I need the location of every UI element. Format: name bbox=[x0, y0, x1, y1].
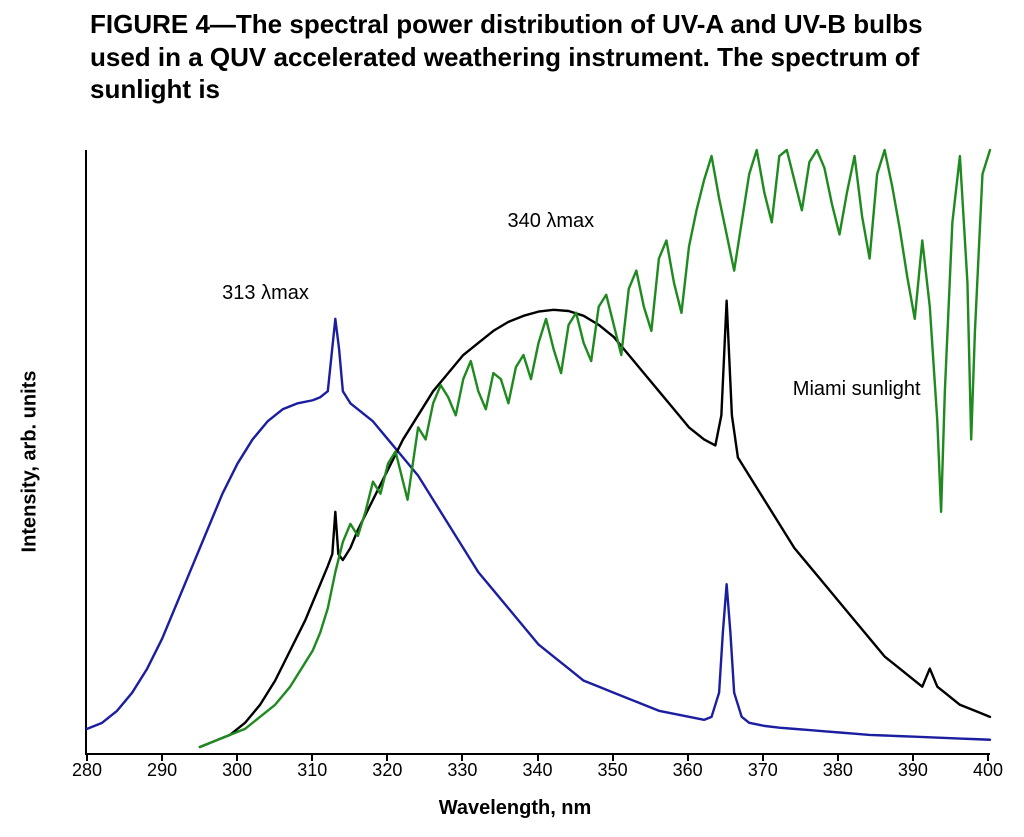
xtick-label: 310 bbox=[297, 760, 327, 781]
chart-annotation: 313 λmax bbox=[222, 282, 309, 305]
xtick-label: 340 bbox=[522, 760, 552, 781]
chart-annotation: 340 λmax bbox=[507, 210, 594, 233]
plot-area: 2802903003103203303403503603703803904003… bbox=[85, 150, 990, 755]
chart-container: Intensity, arb. units Wavelength, nm 280… bbox=[30, 150, 1000, 820]
series-line bbox=[200, 301, 990, 747]
x-axis-label: Wavelength, nm bbox=[439, 797, 592, 820]
y-axis-label: Intensity, arb. units bbox=[19, 371, 42, 553]
xtick-label: 390 bbox=[898, 760, 928, 781]
xtick-label: 290 bbox=[147, 760, 177, 781]
xtick-label: 350 bbox=[598, 760, 628, 781]
xtick-label: 370 bbox=[748, 760, 778, 781]
xtick-label: 380 bbox=[823, 760, 853, 781]
xtick-label: 360 bbox=[673, 760, 703, 781]
chart-svg bbox=[87, 150, 990, 753]
series-line bbox=[200, 150, 990, 747]
xtick-label: 330 bbox=[447, 760, 477, 781]
chart-annotation: Miami sunlight bbox=[793, 378, 921, 401]
xtick-label: 300 bbox=[222, 760, 252, 781]
xtick-label: 400 bbox=[973, 760, 1003, 781]
xtick-label: 320 bbox=[372, 760, 402, 781]
figure-caption: FIGURE 4—The spectral power distribution… bbox=[90, 8, 960, 106]
xtick-label: 280 bbox=[72, 760, 102, 781]
